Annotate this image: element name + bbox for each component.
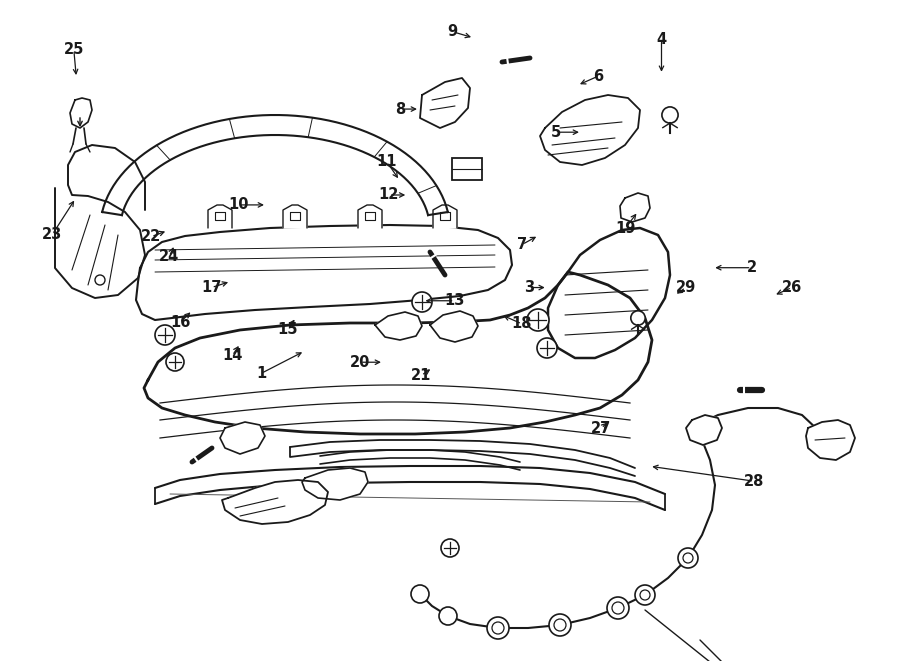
Polygon shape [155,466,665,510]
Polygon shape [430,311,478,342]
Polygon shape [375,312,422,340]
Text: 1: 1 [256,366,266,381]
Text: 15: 15 [278,322,298,336]
Text: 21: 21 [411,368,431,383]
Text: 17: 17 [202,280,221,295]
Text: 28: 28 [744,474,764,488]
Polygon shape [540,95,640,165]
Circle shape [527,309,549,331]
Polygon shape [620,193,650,222]
Circle shape [487,617,509,639]
Polygon shape [208,205,232,228]
Polygon shape [433,205,457,228]
Text: 6: 6 [593,69,604,83]
Text: 3: 3 [524,280,535,295]
Polygon shape [302,468,368,500]
Text: 14: 14 [222,348,242,363]
Text: 12: 12 [379,188,399,202]
Circle shape [662,107,678,123]
Text: 4: 4 [656,32,667,47]
Circle shape [537,338,557,358]
Polygon shape [136,225,512,320]
Text: 11: 11 [377,155,397,169]
Text: 23: 23 [42,227,62,242]
Text: 10: 10 [229,198,248,212]
Circle shape [640,590,650,600]
Polygon shape [283,205,307,228]
Circle shape [492,622,504,634]
Circle shape [95,275,105,285]
Text: 29: 29 [676,280,696,295]
Circle shape [607,597,629,619]
Bar [452,158,482,180]
Polygon shape [806,420,855,460]
Circle shape [166,353,184,371]
Text: 27: 27 [591,421,611,436]
Polygon shape [420,78,470,128]
Text: 13: 13 [445,293,464,308]
Circle shape [411,585,429,603]
Circle shape [631,311,645,325]
Circle shape [155,325,175,345]
Circle shape [439,607,457,625]
Circle shape [683,553,693,563]
Polygon shape [686,415,722,445]
Polygon shape [55,145,145,298]
Text: 7: 7 [517,237,527,252]
Polygon shape [290,440,635,476]
Text: 2: 2 [746,260,757,275]
Text: 16: 16 [170,315,190,330]
Text: 5: 5 [551,125,562,139]
Circle shape [612,602,624,614]
Polygon shape [144,272,652,434]
Text: 19: 19 [616,221,635,235]
Polygon shape [222,480,328,524]
Polygon shape [70,98,92,128]
Circle shape [554,619,566,631]
Text: 20: 20 [350,355,370,369]
Text: 24: 24 [159,249,179,264]
Text: 9: 9 [447,24,458,39]
Polygon shape [103,115,448,215]
Text: 8: 8 [395,102,406,116]
Polygon shape [358,205,382,228]
Polygon shape [548,228,670,358]
Circle shape [549,614,571,636]
Circle shape [635,585,655,605]
Polygon shape [220,422,265,454]
Circle shape [412,292,432,312]
Text: 25: 25 [64,42,84,57]
Text: 22: 22 [141,229,161,244]
Circle shape [678,548,698,568]
Text: 18: 18 [512,317,532,331]
Circle shape [441,539,459,557]
Text: 26: 26 [782,280,802,295]
